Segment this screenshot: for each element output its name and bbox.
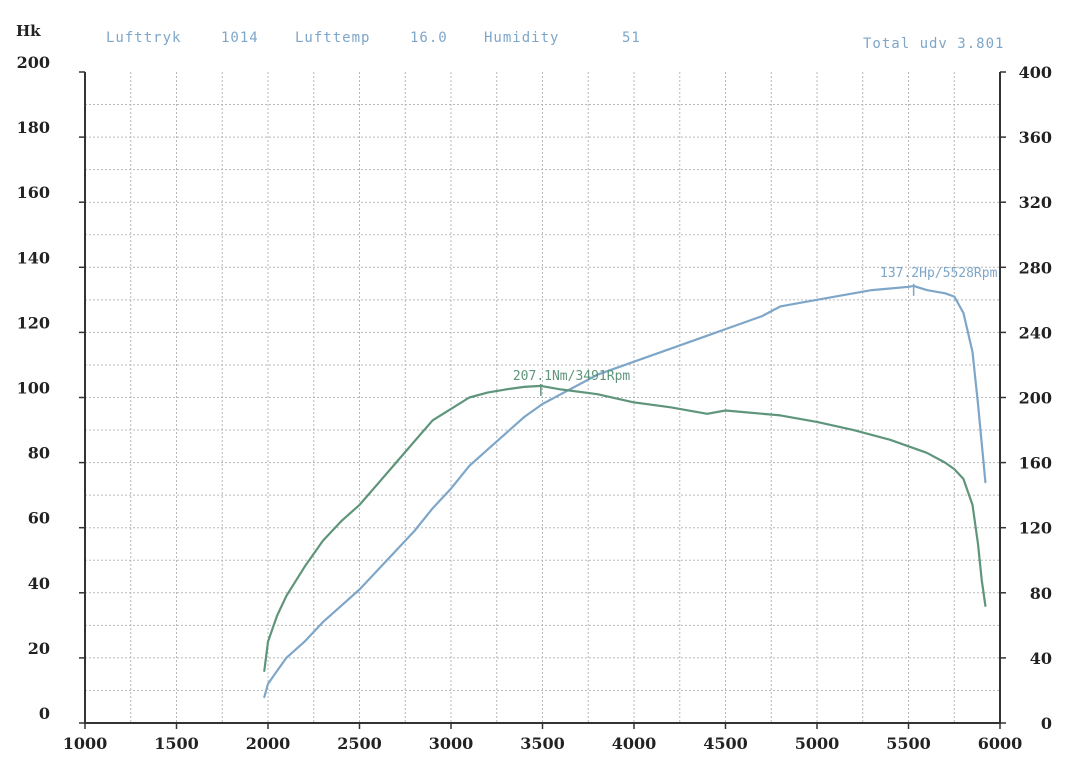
- right-tick-label: 320: [1019, 193, 1052, 212]
- x-tick-label: 1500: [154, 734, 199, 753]
- right-tick-label: 280: [1019, 258, 1052, 277]
- left-tick-label: 40: [28, 574, 50, 593]
- lufttemp-value: 16.0: [410, 30, 448, 46]
- x-tick-label: 2500: [337, 734, 382, 753]
- right-tick-label: 80: [1030, 584, 1052, 603]
- humidity-label: Humidity: [484, 30, 559, 46]
- x-tick-label: 2000: [246, 734, 291, 753]
- power-curve: [263, 284, 987, 699]
- x-tick-label: 4500: [703, 734, 748, 753]
- x-tick-label: 4000: [612, 734, 657, 753]
- left-tick-label: 160: [17, 183, 50, 202]
- right-tick-label: 160: [1019, 454, 1052, 473]
- right-tick-label: 0: [1041, 714, 1052, 733]
- left-tick-label: 120: [17, 313, 50, 332]
- left-tick-label: 20: [28, 639, 50, 658]
- series-lines: [263, 284, 987, 699]
- left-tick-label: 100: [17, 379, 50, 398]
- right-tick-label: 360: [1019, 128, 1052, 147]
- x-tick-label: 5000: [795, 734, 840, 753]
- header-info: Lufttryk 1014 Lufttemp 16.0 Humidity 51 …: [106, 30, 1004, 52]
- lufttemp-label: Lufttemp: [295, 30, 370, 46]
- torque-peak-label: 207.1Nm/3491Rpm: [513, 369, 631, 384]
- x-tick-label: 6000: [978, 734, 1023, 753]
- left-tick-label: 200: [17, 53, 50, 72]
- left-axis-ticks: 0 20 40 60 80 100 120 140 160 180 200: [17, 53, 85, 724]
- lufttryk-label: Lufttryk: [106, 30, 181, 46]
- x-axis-ticks: 1000 1500 2000 2500 3000 3500 4000 4500 5000 5500…: [63, 723, 1023, 753]
- x-tick-label: 3000: [429, 734, 474, 753]
- right-tick-label: 40: [1030, 649, 1052, 668]
- left-tick-label: 60: [28, 509, 50, 528]
- left-tick-label: 140: [17, 248, 50, 267]
- annotations: 207.1Nm/3491Rpm 137.2Hp/5528Rpm: [513, 266, 998, 396]
- x-tick-label: 5500: [886, 734, 931, 753]
- left-tick-label: 180: [17, 118, 50, 137]
- left-tick-label: 0: [39, 704, 50, 723]
- grid: [85, 72, 1000, 723]
- humidity-value: 51: [622, 30, 641, 46]
- torque-curve: [263, 384, 987, 673]
- left-axis-title: Hk: [16, 22, 41, 40]
- lufttryk-value: 1014: [221, 30, 259, 46]
- power-peak-label: 137.2Hp/5528Rpm: [880, 266, 998, 281]
- right-tick-label: 120: [1019, 519, 1052, 538]
- right-tick-label: 200: [1019, 389, 1052, 408]
- total-label: Total udv 3.801: [863, 36, 1004, 52]
- x-tick-label: 1000: [63, 734, 108, 753]
- right-tick-label: 240: [1019, 323, 1052, 342]
- right-axis-ticks: 0 40 80 120 160 200 240 280 320 360 400: [1000, 63, 1052, 733]
- left-tick-label: 80: [28, 444, 50, 463]
- x-tick-label: 3500: [520, 734, 565, 753]
- right-tick-label: 400: [1019, 63, 1052, 82]
